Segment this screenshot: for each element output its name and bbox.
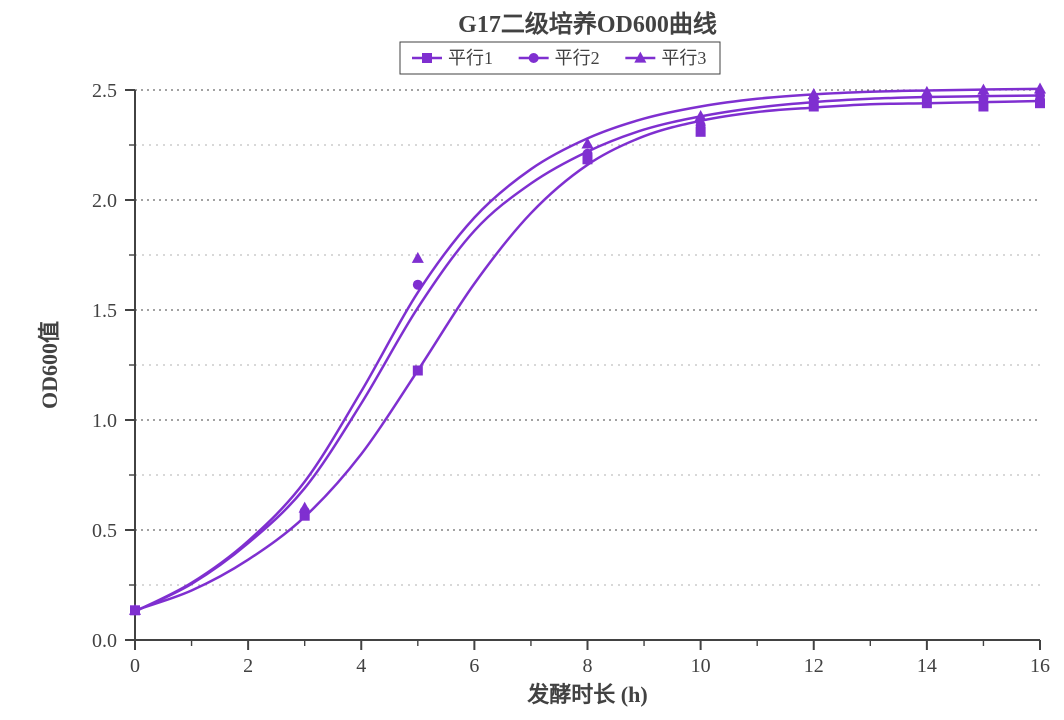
- y-tick-label: 1.0: [92, 410, 117, 432]
- x-tick-label: 12: [804, 655, 824, 677]
- x-tick-label: 4: [356, 655, 366, 677]
- legend-label: 平行2: [555, 48, 600, 68]
- x-tick-label: 2: [243, 655, 253, 677]
- chart-title: G17二级培养OD600曲线: [458, 10, 717, 38]
- x-tick-label: 14: [917, 655, 937, 677]
- x-tick-label: 6: [469, 655, 479, 677]
- chart-svg: 0 2 4 6 8 10 12 14 16 0.0 0.5 1.0 1.5 2.0 2.5 G17二级培养OD…: [0, 0, 1064, 720]
- x-axis-label: 发酵时长 (h): [526, 682, 647, 707]
- y-tick-label: 1.5: [92, 300, 117, 322]
- legend-label: 平行3: [661, 48, 706, 68]
- x-tick-label: 10: [691, 655, 711, 677]
- x-tick-label: 8: [583, 655, 593, 677]
- y-tick-label: 0.0: [92, 630, 117, 652]
- od600-growth-chart: 0 2 4 6 8 10 12 14 16 0.0 0.5 1.0 1.5 2.0 2.5 G17二级培养OD…: [0, 0, 1064, 720]
- legend: 平行1 平行2 平行3: [400, 42, 720, 74]
- x-tick-label: 16: [1030, 655, 1050, 677]
- y-tick-label: 2.5: [92, 80, 117, 102]
- y-tick-label: 0.5: [92, 520, 117, 542]
- y-tick-label: 2.0: [92, 190, 117, 212]
- legend-label: 平行1: [448, 48, 493, 68]
- y-axis-label: OD600值: [37, 321, 62, 409]
- x-tick-label: 0: [130, 655, 140, 677]
